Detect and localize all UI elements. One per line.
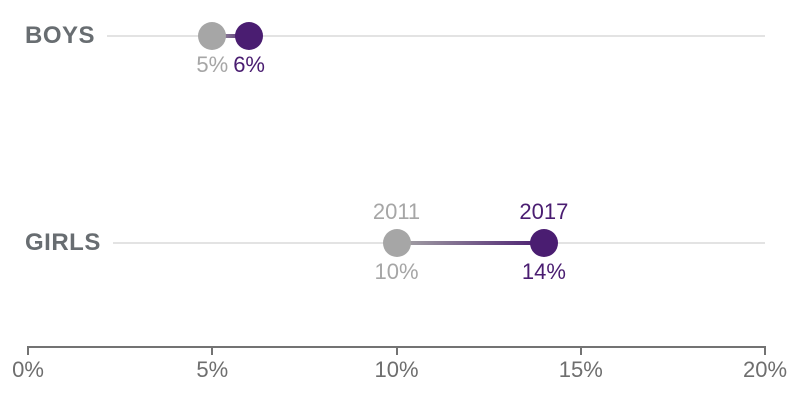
axis-tick xyxy=(579,346,582,355)
axis-tick-label: 0% xyxy=(12,357,44,382)
axis-tick-label: 20% xyxy=(742,357,788,382)
row-boys-value-label-2017: 6% xyxy=(233,52,265,77)
row-boys-gridline xyxy=(25,35,765,37)
axis-tick xyxy=(764,346,766,355)
row-girls-connector xyxy=(396,241,544,245)
axis-tick xyxy=(27,346,29,355)
row-boys-dot-2017 xyxy=(235,22,264,50)
row-boys-value-label-2011: 5% xyxy=(196,52,229,77)
row-girls-value-label-2017: 14% xyxy=(521,259,566,284)
axis-tick xyxy=(211,346,214,355)
row-girls-dot-2011 xyxy=(382,229,411,257)
row-girls-category-label: GIRLS xyxy=(25,229,113,257)
series-year-label-2017: 2017 xyxy=(519,199,569,224)
row-girls-value-label-2011: 10% xyxy=(374,259,419,284)
row-boys-connector xyxy=(212,34,250,38)
axis-tick-label: 10% xyxy=(374,357,419,382)
row-boys-category-label: BOYS xyxy=(25,22,108,50)
row-boys-dot-2011 xyxy=(198,22,227,50)
axis-tick-label: 5% xyxy=(196,357,229,382)
axis-tick xyxy=(395,346,398,355)
row-girls-dot-2017 xyxy=(529,229,558,257)
axis-tick-label: 15% xyxy=(558,357,603,382)
series-year-label-2011: 2011 xyxy=(372,199,421,224)
